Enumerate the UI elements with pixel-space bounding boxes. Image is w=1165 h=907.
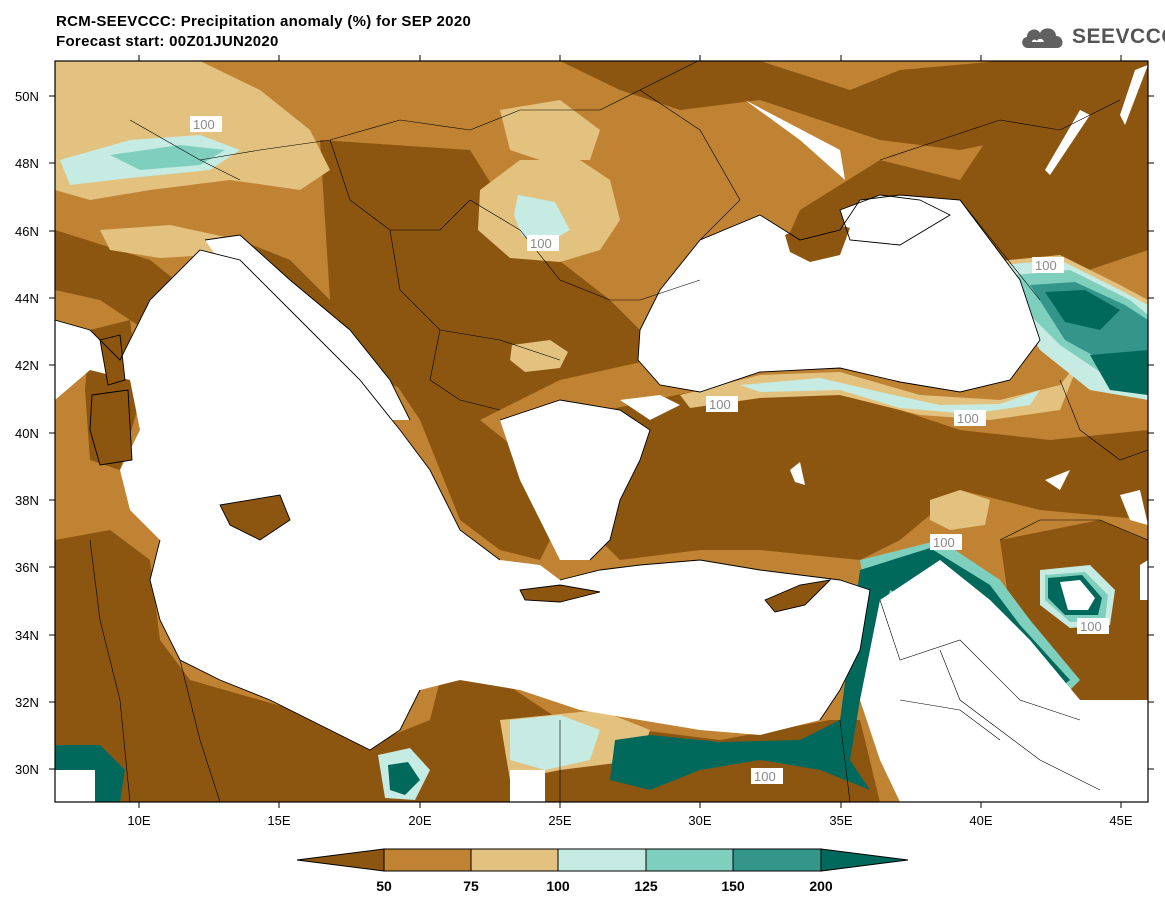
forecast-start-label: Forecast start: 00Z01JUN2020 [56,33,279,50]
seevccc-logo: SEEVCCC [1018,22,1165,52]
colorbar-label: 200 [809,878,833,894]
band-above-200-ne [1045,290,1120,330]
lon-tick-label: 40E [969,813,992,828]
black-sea [638,195,1040,392]
lon-tick-label: 10E [127,813,150,828]
island-corsica [100,335,125,385]
band-below-50-turkey [560,390,1148,560]
colorbar-label: 125 [634,878,658,894]
map-frame [54,60,1149,803]
colorbar-segment-125-150 [645,848,734,872]
contour-label-100: 100 [957,411,979,426]
azov-sea [840,195,950,245]
colorbar-segment-50-75 [383,848,472,872]
colorbar-label: 50 [376,878,392,894]
band-below-50-north [320,95,1148,420]
aegean-sea [500,400,650,560]
colorbar-segment-150-200 [732,848,822,872]
colorbar-labels: 50 75 100 125 150 200 [376,878,833,894]
band-above-200-east [1090,350,1148,395]
map-title: RCM-SEEVCCC: Precipitation anomaly (%) f… [56,13,472,30]
lon-tick-label: 25E [548,813,571,828]
no-data-anatolia-3 [790,462,805,485]
lat-tick-label: 38N [15,493,39,508]
lat-tick-label: 44N [15,291,39,306]
no-data-egypt [510,770,545,802]
band-125-150-alps [110,145,225,170]
colorbar-segment-above-200 [820,848,909,872]
contour-label-100: 100 [193,117,215,132]
colorbar-segment-below-50 [296,848,385,872]
cloud-icon [1022,28,1063,48]
no-data-arabia [860,560,1148,802]
contour-label-100: 100 [1080,619,1102,634]
colorbar-label: 100 [546,878,570,894]
lon-tick-label: 15E [267,813,290,828]
lat-tick-label: 46N [15,224,39,239]
no-data-libya-w [55,770,95,802]
band-below-50-africa [55,530,880,802]
band-below-50-north-east [560,61,1148,150]
coastlines [55,194,1041,751]
band-100-125-hungary [514,195,570,243]
lat-tick-label: 48N [15,156,39,171]
lat-tick-label: 42N [15,358,39,373]
lon-tick-label: 35E [829,813,852,828]
band-75-100-taurus [930,490,990,530]
island-crete [520,585,600,602]
band-below-50-italy [240,240,560,560]
band-75-100-po [100,225,230,258]
no-data-anatolia [1120,490,1148,525]
lon-tick-label: 20E [408,813,431,828]
lat-tick-label: 34N [15,628,39,643]
colorbar-segment-75-100 [470,848,559,872]
colorbar-label: 75 [463,878,479,894]
contour-label-100: 100 [709,397,731,412]
country-borders [89,61,1148,802]
no-data-anatolia-2 [1045,470,1070,490]
band-above-200-libya [388,762,420,795]
contour-label-100: 100 [1035,258,1057,273]
contour-labels: 100 100 100 100 100 100 100 100 [190,116,1109,784]
peninsula-crimea [785,220,850,262]
latitude-labels: 50N 48N 46N 44N 42N 40N 38N 36N 34N 32N … [15,89,39,777]
lat-tick-label: 32N [15,695,39,710]
island-sardinia [90,390,132,465]
logo-text: SEEVCCC [1072,25,1165,48]
mediterranean-sea [55,250,870,750]
lat-tick-label: 40N [15,426,39,441]
colorbar-label: 150 [721,878,745,894]
precipitation-map: 100 100 100 100 100 100 100 100 [55,61,1148,802]
longitude-axis [138,55,1122,808]
no-data-levant [1060,580,1095,610]
band-100-125-africa [510,715,600,770]
contour-label-100: 100 [754,769,776,784]
caspian-edge [1140,560,1148,600]
no-data-ukraine-2 [1045,110,1090,175]
longitude-labels: 10E 15E 20E 25E 30E 35E 40E 45E [127,813,1132,828]
lat-tick-label: 36N [15,560,39,575]
contour-label-100: 100 [933,535,955,550]
lon-tick-label: 45E [1109,813,1132,828]
island-cyprus [765,580,830,612]
band-75-100-carpathians [500,100,600,160]
colorbar-segment-100-125 [557,848,647,872]
no-data-ukraine-3 [1120,65,1148,125]
lat-tick-label: 30N [15,762,39,777]
colorbar [296,848,909,872]
lon-tick-label: 30E [688,813,711,828]
latitude-axis [49,95,1154,770]
contour-label-100: 100 [530,236,552,251]
lat-tick-label: 50N [15,89,39,104]
band-100-125-coast [740,378,1040,414]
marmara-sea [620,395,680,420]
